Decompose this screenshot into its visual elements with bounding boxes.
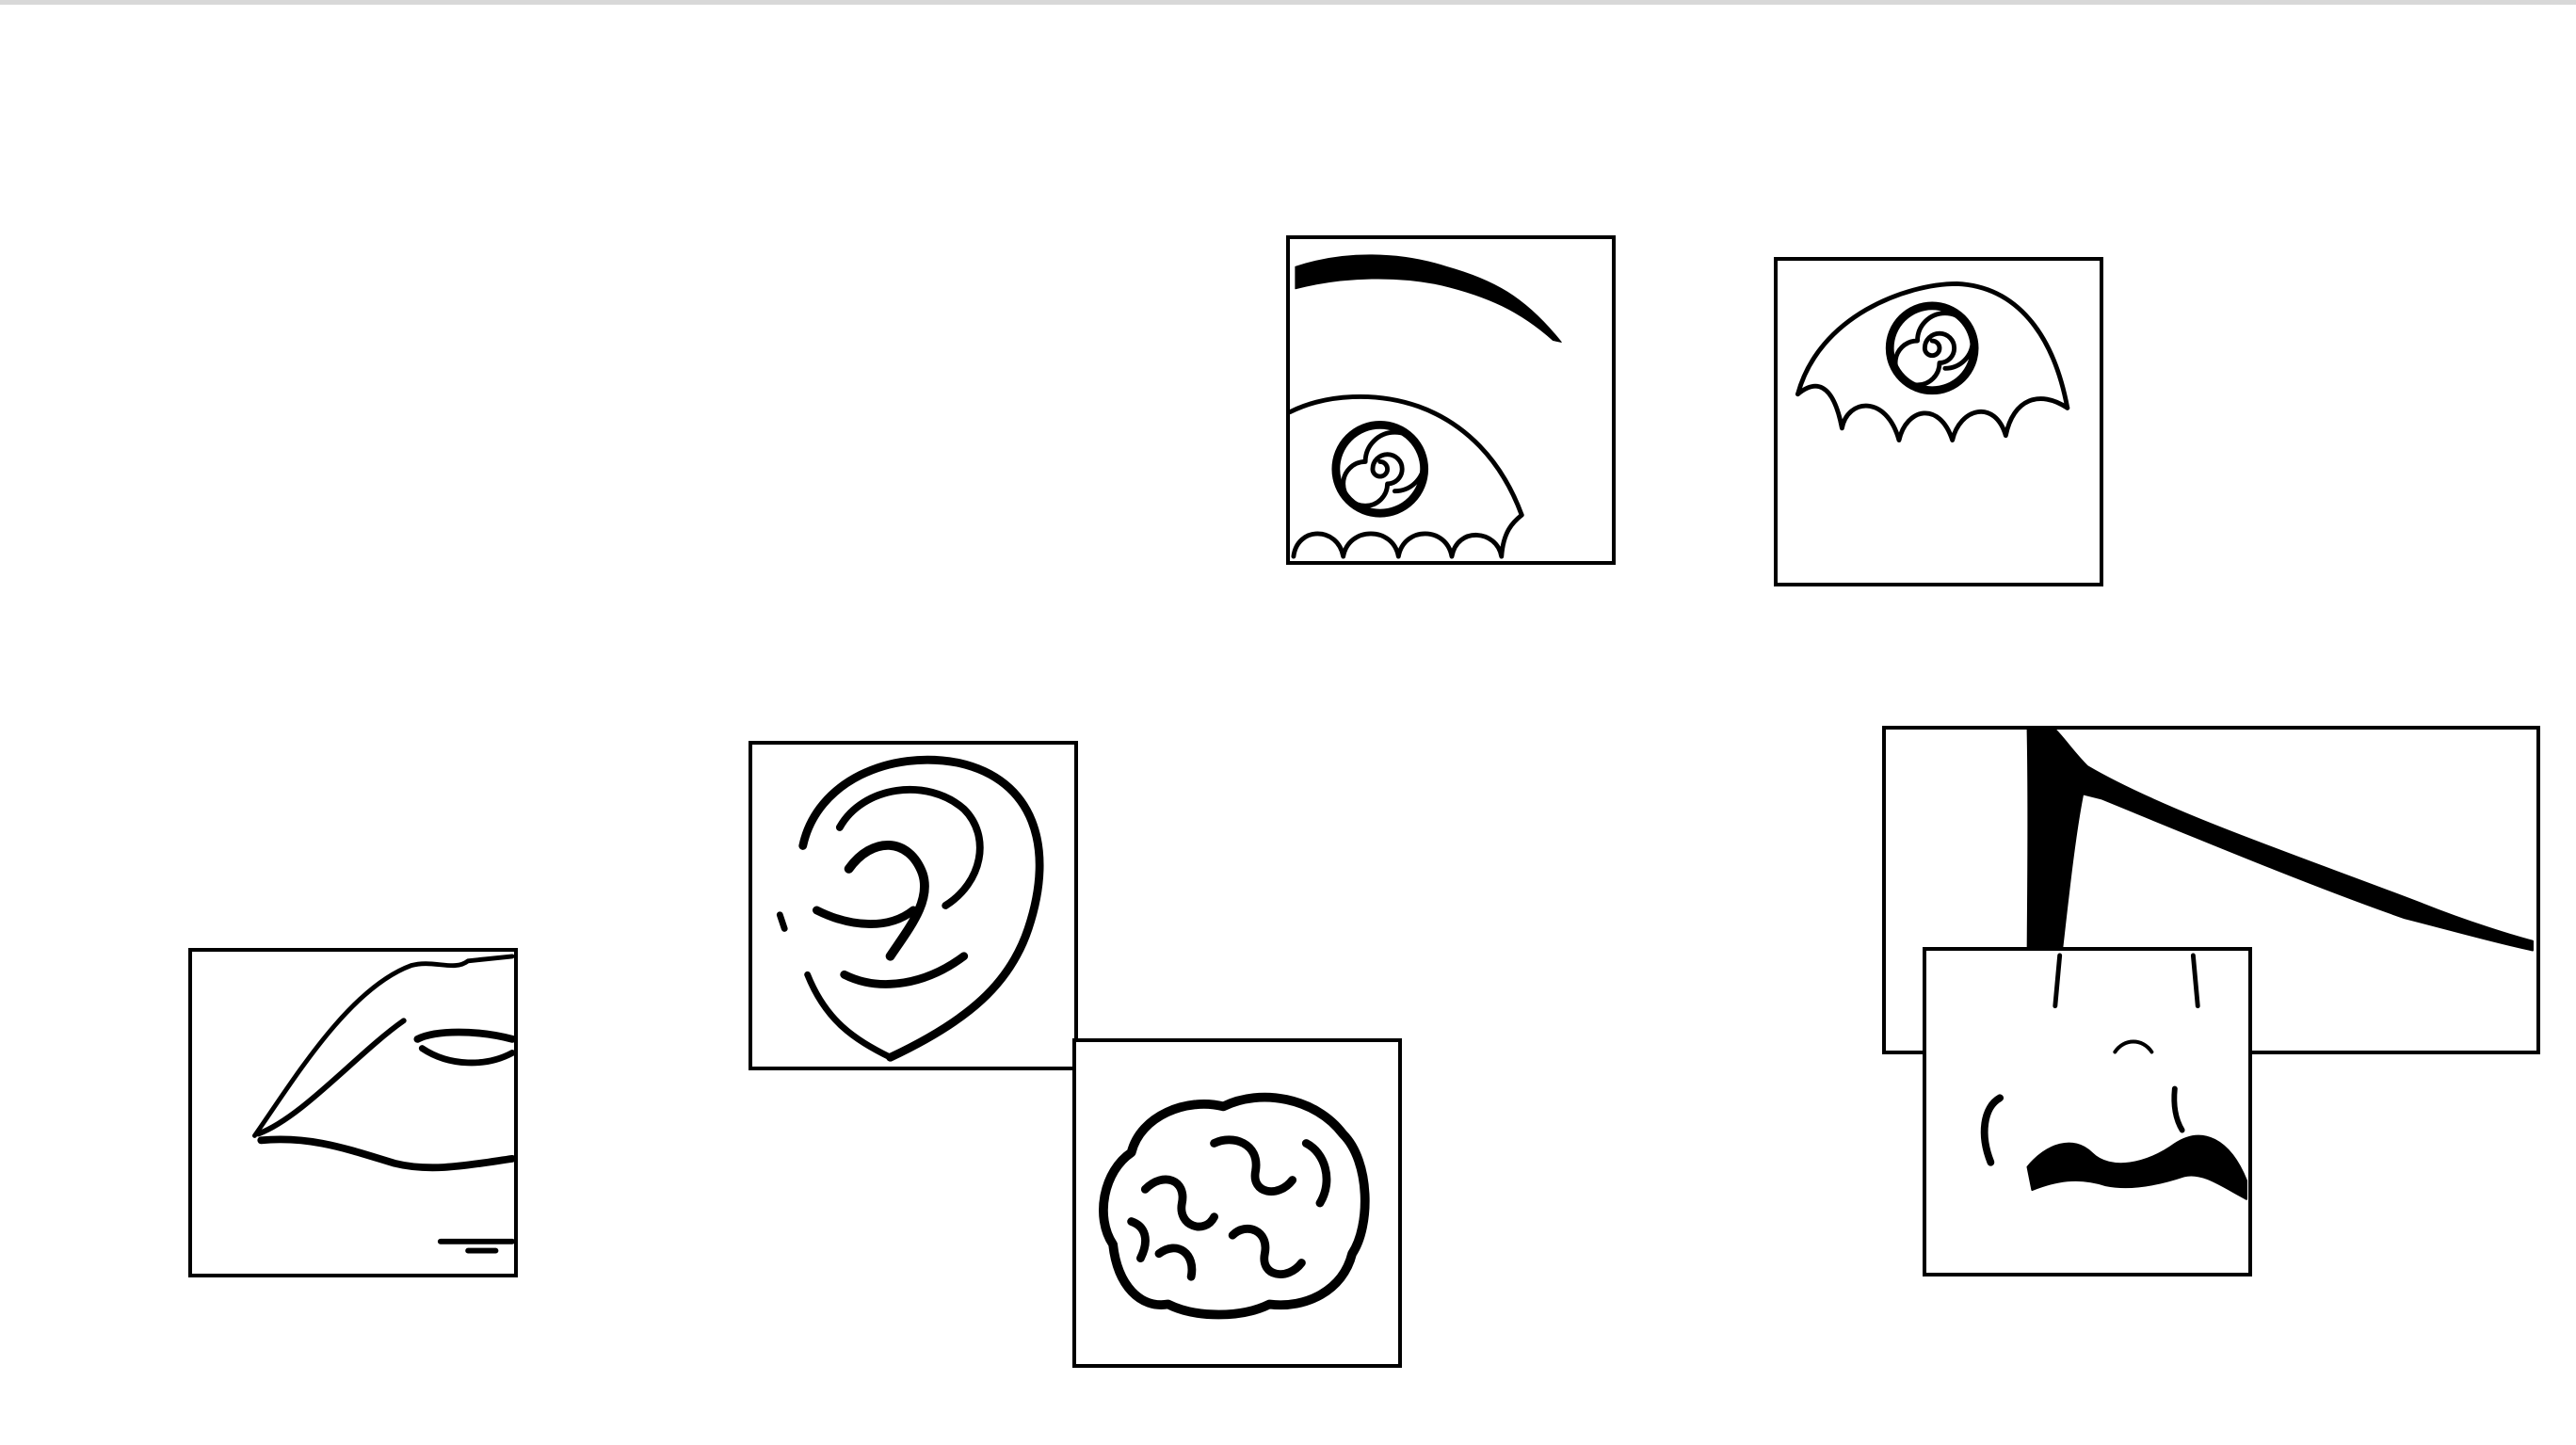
nose-piece[interactable] xyxy=(1923,947,2252,1276)
eye-with-eyebrow-icon xyxy=(1290,254,1562,559)
ear-piece[interactable] xyxy=(749,741,1078,1070)
eye-with-eyebrow-piece[interactable] xyxy=(1286,235,1616,565)
ear-icon xyxy=(776,755,1044,1062)
eye-icon xyxy=(1795,281,2070,442)
lips-icon xyxy=(252,954,514,1254)
lips-piece[interactable] xyxy=(188,948,518,1277)
brain-piece[interactable] xyxy=(1072,1038,1402,1368)
eye-piece[interactable] xyxy=(1774,257,2103,586)
top-divider xyxy=(0,0,2576,5)
nose-icon xyxy=(1980,953,2248,1200)
brain-icon xyxy=(1099,1092,1370,1320)
